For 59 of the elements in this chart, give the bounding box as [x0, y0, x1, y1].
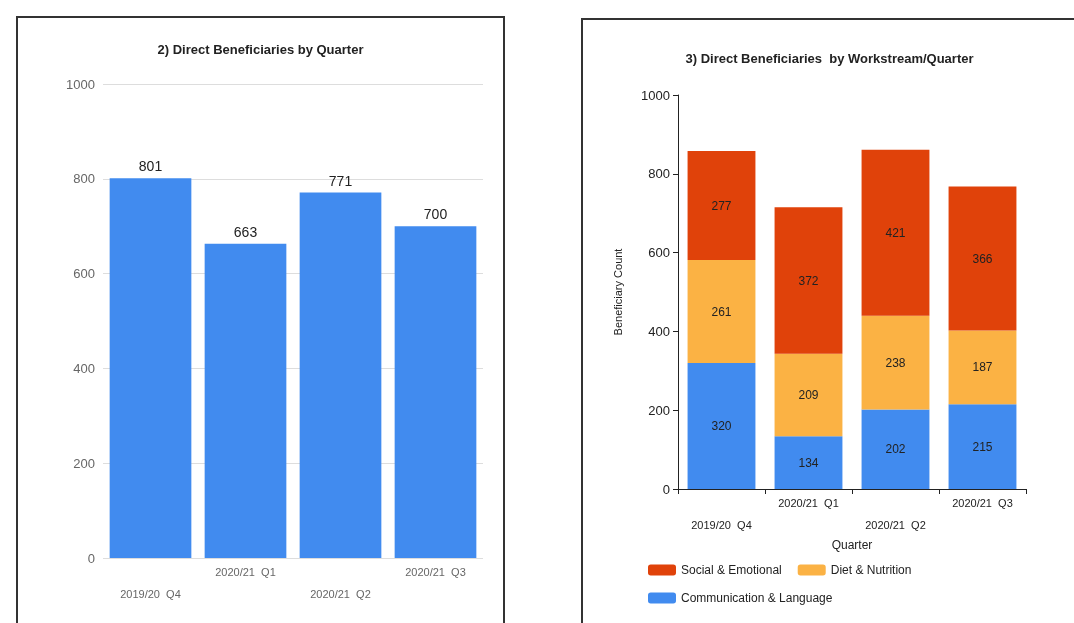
bar — [774, 436, 843, 489]
data-label: 238 — [885, 355, 906, 370]
bar — [948, 330, 1017, 405]
bar — [394, 226, 477, 558]
bar — [687, 150, 756, 261]
bar — [687, 260, 756, 363]
data-label: 209 — [798, 388, 819, 403]
data-label: 320 — [711, 418, 732, 433]
y-tick-label: 0 — [662, 481, 670, 497]
x-tick-label: 2020/21 Q2 — [310, 587, 371, 600]
bar — [687, 362, 756, 489]
legend-label: Social & Emotional — [681, 563, 782, 577]
y-tick-label: 1000 — [641, 87, 670, 103]
bar — [861, 409, 930, 489]
bar — [948, 186, 1017, 331]
bar — [204, 243, 287, 558]
data-label: 187 — [972, 360, 993, 375]
chart-title: 2) Direct Beneficiaries by Quarter — [157, 42, 364, 57]
legend-label: Diet & Nutrition — [830, 563, 912, 577]
x-tick-label: 2020/21 Q2 — [865, 518, 926, 531]
data-label: 261 — [711, 304, 732, 319]
y-tick-label: 400 — [648, 323, 670, 339]
data-label: 771 — [328, 172, 353, 189]
data-label: 366 — [972, 251, 993, 266]
data-label: 801 — [138, 158, 163, 175]
x-tick-label: 2020/21 Q3 — [952, 496, 1013, 509]
y-tick-label: 400 — [73, 360, 95, 376]
chart-title: 3) Direct Beneficiaries by Workstream/Quarter — [685, 51, 974, 66]
x-tick-label: 2019/20 Q4 — [691, 518, 752, 531]
y-tick-label: 0 — [87, 550, 95, 566]
y-tick-label: 600 — [648, 245, 670, 261]
bar — [948, 404, 1017, 489]
x-tick-label: 2020/21 Q1 — [215, 565, 276, 578]
data-label: 202 — [885, 442, 906, 457]
y-axis-title: Beneficiary Count — [611, 248, 624, 336]
data-label: 421 — [885, 225, 906, 240]
y-tick-label: 1000 — [66, 76, 95, 92]
data-label: 663 — [233, 223, 258, 240]
y-tick-label: 200 — [648, 402, 670, 418]
bar — [774, 207, 843, 354]
x-tick-label: 2020/21 Q1 — [778, 496, 839, 509]
x-tick-label: 2020/21 Q3 — [405, 565, 466, 578]
data-label: 372 — [798, 273, 819, 288]
bar — [861, 315, 930, 410]
bar — [299, 192, 382, 558]
data-label: 277 — [711, 198, 732, 213]
bar — [774, 353, 843, 437]
x-tick-label: 2019/20 Q4 — [120, 587, 181, 600]
data-label: 700 — [423, 206, 448, 223]
x-axis-title: Quarter — [831, 538, 873, 552]
y-tick-label: 600 — [73, 266, 95, 282]
bar — [109, 178, 192, 558]
legend-label: Communication & Language — [681, 591, 833, 605]
y-tick-label: 800 — [648, 166, 670, 182]
bar — [861, 149, 930, 316]
data-label: 134 — [798, 455, 819, 470]
data-label: 215 — [972, 439, 993, 454]
y-tick-label: 800 — [73, 171, 95, 187]
y-tick-label: 200 — [73, 455, 95, 471]
